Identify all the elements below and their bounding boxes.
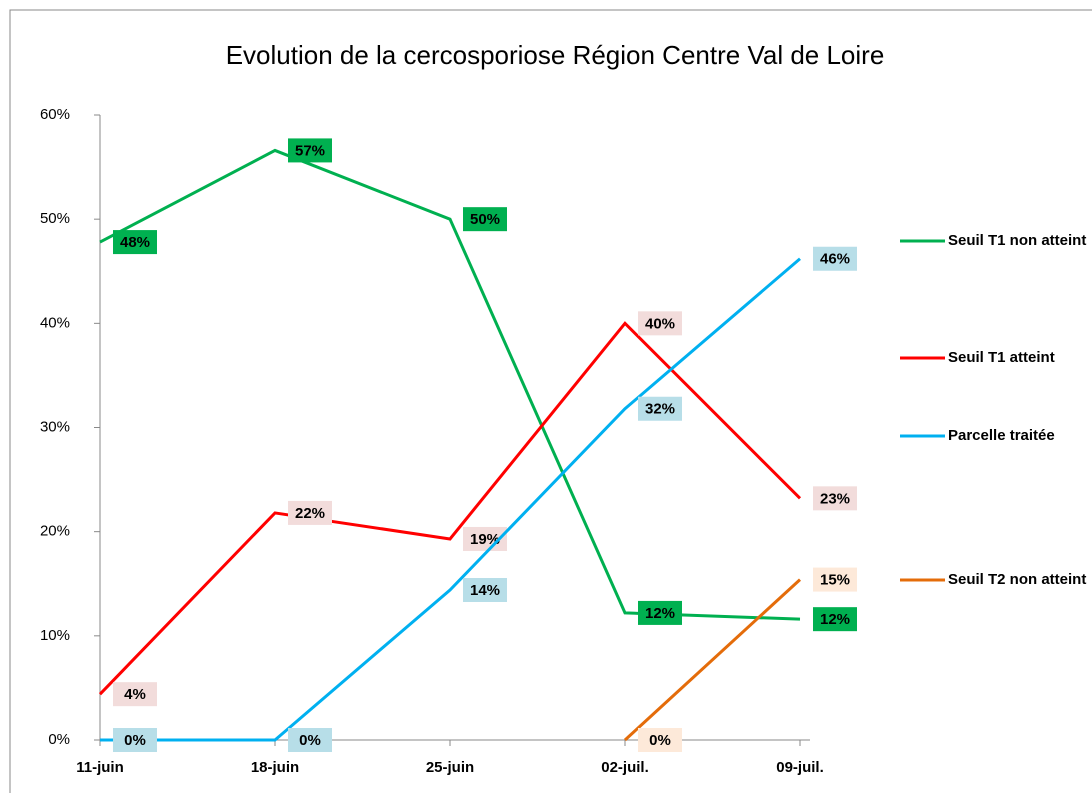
data-label: 14%	[463, 578, 507, 602]
data-label-box	[813, 567, 857, 592]
series-line	[99, 148, 801, 621]
y-tick-label: 10%	[40, 627, 70, 644]
data-label-text: 57%	[295, 142, 325, 159]
data-label-box	[638, 396, 682, 421]
data-label: 0%	[113, 728, 157, 752]
data-label-text: 19%	[470, 531, 500, 548]
data-label-text: 4%	[124, 686, 146, 703]
data-label: 12%	[638, 600, 682, 625]
data-label-text: 23%	[820, 490, 850, 507]
data-label-text: 40%	[645, 315, 675, 332]
data-label: 48%	[113, 230, 157, 255]
data-label-box	[288, 500, 332, 525]
data-label-box	[113, 682, 157, 707]
data-label: 22%	[288, 500, 332, 525]
legend-label: Seuil T1 atteint	[948, 349, 1055, 366]
data-label: 12%	[813, 607, 857, 632]
data-label-text: 46%	[820, 251, 850, 268]
series-line	[100, 257, 801, 742]
series-line	[98, 321, 802, 696]
y-tick-label: 0%	[48, 731, 70, 748]
y-tick-label: 30%	[40, 418, 70, 435]
data-label-box	[463, 207, 507, 232]
data-label: 40%	[638, 311, 682, 336]
data-label-text: 0%	[649, 732, 671, 749]
data-label: 0%	[288, 728, 332, 752]
data-label: 57%	[288, 138, 332, 163]
y-tick-label: 40%	[40, 314, 70, 331]
data-label: 15%	[813, 567, 857, 592]
x-tick-label: 02-juil.	[601, 759, 649, 776]
data-label-text: 12%	[645, 605, 675, 622]
data-label-box	[638, 728, 682, 752]
data-label-box	[813, 486, 857, 511]
data-label-text: 15%	[820, 572, 850, 589]
data-label-box	[638, 311, 682, 336]
legend-label: Seuil T1 non atteint	[948, 232, 1087, 249]
data-label: 23%	[813, 486, 857, 511]
data-label: 0%	[638, 728, 682, 752]
y-tick-label: 60%	[40, 106, 70, 123]
data-label: 19%	[463, 526, 507, 551]
data-label-text: 32%	[645, 401, 675, 418]
data-label-text: 14%	[470, 582, 500, 599]
data-label-text: 0%	[124, 732, 146, 749]
data-label-box	[288, 728, 332, 752]
data-label: 46%	[813, 246, 857, 271]
data-label-text: 12%	[820, 611, 850, 628]
y-tick-label: 50%	[40, 210, 70, 227]
data-label-box	[813, 607, 857, 632]
x-tick-label: 09-juil.	[776, 759, 824, 776]
data-label: 50%	[463, 207, 507, 232]
data-label-text: 0%	[299, 732, 321, 749]
data-label-box	[463, 578, 507, 602]
data-label-text: 22%	[295, 505, 325, 522]
y-tick-label: 20%	[40, 523, 70, 540]
x-tick-label: 25-juin	[426, 759, 474, 776]
data-label-text: 50%	[470, 211, 500, 228]
data-label-box	[113, 728, 157, 752]
legend-label: Parcelle traitée	[948, 427, 1055, 444]
data-label: 4%	[113, 682, 157, 707]
data-label-box	[638, 600, 682, 625]
series-line	[623, 578, 802, 742]
data-label-box	[113, 230, 157, 255]
data-label-box	[288, 138, 332, 163]
x-tick-label: 11-juin	[76, 759, 124, 776]
chart-title: Evolution de la cercosporiose Région Cen…	[226, 40, 885, 70]
data-label-text: 48%	[120, 234, 150, 251]
frame	[9, 9, 1092, 793]
legend-label: Seuil T2 non atteint	[948, 571, 1087, 588]
x-tick-label: 18-juin	[251, 759, 299, 776]
data-label-box	[813, 246, 857, 271]
data-label: 32%	[638, 396, 682, 421]
